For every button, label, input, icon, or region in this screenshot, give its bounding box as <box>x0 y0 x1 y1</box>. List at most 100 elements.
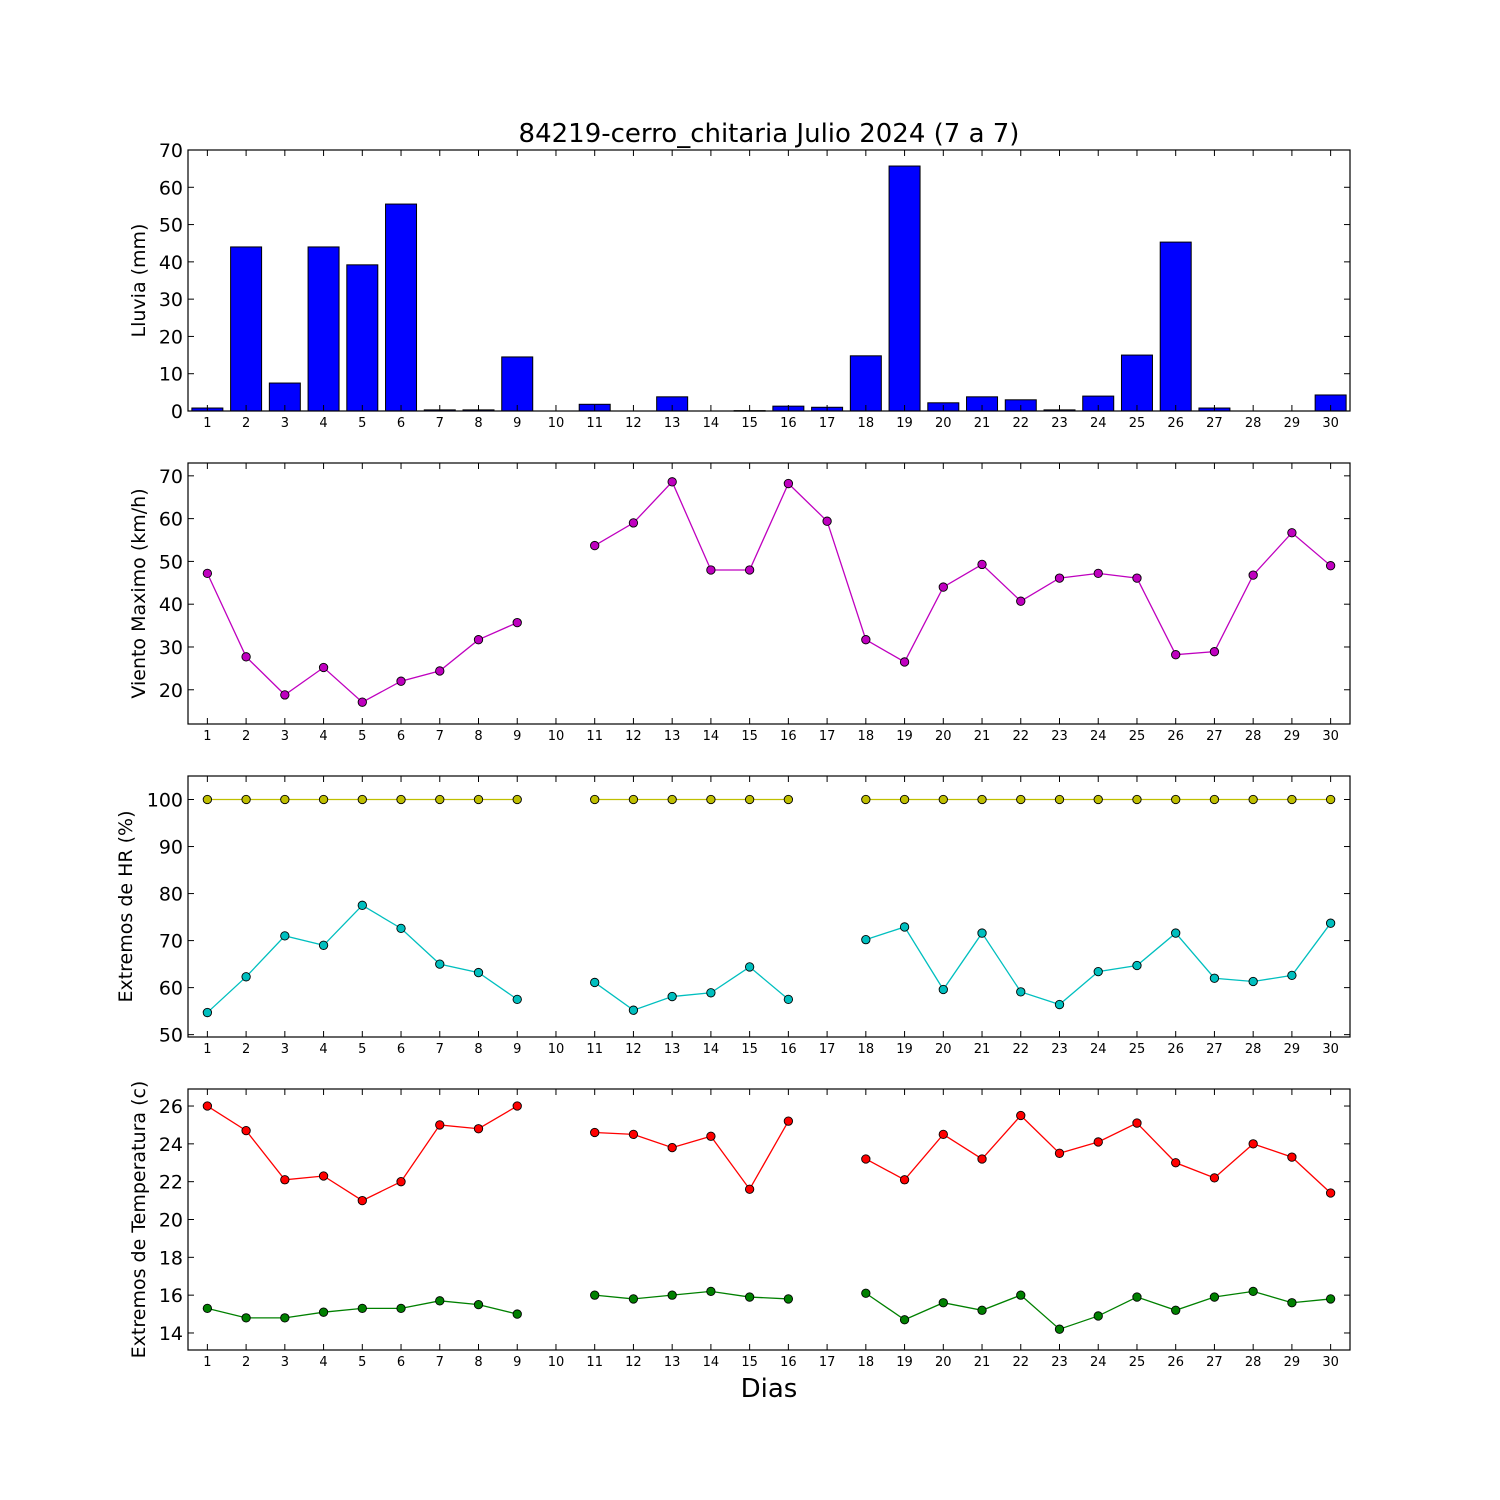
x-tick-label: 19 <box>896 416 913 431</box>
x-tick-label: 14 <box>703 729 720 744</box>
point-day-21 <box>977 928 987 938</box>
point-day-23 <box>1054 999 1065 1010</box>
x-tick-label: 26 <box>1167 1042 1184 1057</box>
x-tick-label: 2 <box>242 1355 250 1370</box>
y-tick-label: 14 <box>159 1323 183 1345</box>
x-tick-label: 15 <box>741 1042 758 1057</box>
series-3-2 <box>202 900 1336 1018</box>
x-tick-label: 25 <box>1129 416 1146 431</box>
x-tick-label: 9 <box>513 729 521 744</box>
y-tick-label: 24 <box>159 1134 183 1156</box>
point-day-7 <box>435 1120 445 1130</box>
x-tick-label: 28 <box>1245 1355 1262 1370</box>
x-tick-label: 11 <box>586 1042 603 1057</box>
point-day-20 <box>938 582 948 592</box>
point-day-11 <box>590 794 600 805</box>
point-day-3 <box>280 794 290 805</box>
point-day-30 <box>1325 1294 1336 1304</box>
x-tick-label: 6 <box>397 416 405 431</box>
point-day-30 <box>1325 1188 1336 1198</box>
y-tick-label: 30 <box>159 289 183 311</box>
x-tick-label: 20 <box>935 1355 952 1370</box>
x-tick-label: 10 <box>548 729 565 744</box>
point-day-7 <box>435 1296 445 1306</box>
x-tick-label: 2 <box>242 1042 250 1057</box>
point-day-22 <box>1016 987 1026 997</box>
panel-frame <box>187 149 1351 412</box>
x-tick-label: 21 <box>974 416 991 431</box>
point-day-25 <box>1132 1118 1142 1128</box>
x-tick-label: 4 <box>319 416 327 431</box>
y-tick-label: 60 <box>159 978 183 1000</box>
point-day-4 <box>318 662 329 673</box>
x-tick-label: 6 <box>397 729 405 744</box>
point-day-22 <box>1016 1110 1026 1121</box>
y-tick-label: 50 <box>159 1025 183 1047</box>
point-day-12 <box>628 1294 639 1304</box>
x-tick-label: 1 <box>203 1042 211 1057</box>
point-day-26 <box>1171 1305 1181 1315</box>
point-day-7 <box>435 959 445 969</box>
x-tick-label: 24 <box>1090 416 1107 431</box>
x-tick-label: 16 <box>780 1355 797 1370</box>
series-4-2 <box>202 1286 1336 1334</box>
x-tick-label: 21 <box>974 1355 991 1370</box>
point-day-1 <box>202 794 213 805</box>
point-day-24 <box>1093 1311 1103 1321</box>
x-tick-label: 12 <box>625 1042 642 1057</box>
y-tick-label: 26 <box>159 1096 183 1118</box>
point-day-27 <box>1209 647 1220 657</box>
point-day-21 <box>977 559 987 570</box>
x-tick-label: 3 <box>281 729 289 744</box>
point-day-8 <box>473 1299 484 1310</box>
point-day-4 <box>318 1307 329 1317</box>
point-day-3 <box>280 931 290 941</box>
x-tick-label: 24 <box>1090 729 1107 744</box>
point-day-13 <box>667 794 677 805</box>
x-tick-label: 14 <box>703 1042 720 1057</box>
point-day-25 <box>1132 1292 1142 1302</box>
bar-day-5 <box>346 264 379 412</box>
point-day-27 <box>1209 794 1220 805</box>
x-tick-label: 20 <box>935 416 952 431</box>
point-day-26 <box>1171 1158 1181 1168</box>
x-tick-label: 14 <box>703 416 720 431</box>
x-tick-label: 22 <box>1012 416 1029 431</box>
point-day-20 <box>938 1298 948 1308</box>
point-day-28 <box>1248 976 1258 987</box>
point-day-16 <box>783 1116 794 1126</box>
x-tick-label: 11 <box>586 416 603 431</box>
point-day-1 <box>202 1007 213 1018</box>
x-tick-label: 23 <box>1051 1042 1068 1057</box>
point-day-9 <box>512 1309 522 1319</box>
x-tick-label: 9 <box>513 1042 521 1057</box>
x-axis-title: Dias <box>741 1374 798 1404</box>
point-day-16 <box>783 994 794 1005</box>
point-day-18 <box>861 1288 871 1298</box>
series-line <box>865 1290 1331 1330</box>
y-tick-label: 0 <box>171 401 183 423</box>
y-axis-title: Lluvia (mm) <box>128 224 150 338</box>
bar-day-19 <box>888 165 921 412</box>
point-day-9 <box>512 794 522 805</box>
x-tick-label: 10 <box>548 416 565 431</box>
x-tick-label: 13 <box>664 729 681 744</box>
y-tick-label: 30 <box>159 637 183 659</box>
point-day-7 <box>435 666 445 676</box>
x-tick-label: 30 <box>1322 729 1339 744</box>
point-day-9 <box>512 994 522 1005</box>
point-day-12 <box>628 518 639 528</box>
point-day-21 <box>977 1154 987 1164</box>
point-day-13 <box>667 477 677 487</box>
point-day-19 <box>899 922 910 932</box>
x-tick-label: 27 <box>1206 416 1223 431</box>
point-day-5 <box>357 1303 367 1314</box>
x-tick-label: 10 <box>548 1355 565 1370</box>
point-day-12 <box>628 1129 639 1140</box>
point-day-25 <box>1132 573 1142 583</box>
x-tick-label: 2 <box>242 416 250 431</box>
x-tick-label: 15 <box>741 729 758 744</box>
